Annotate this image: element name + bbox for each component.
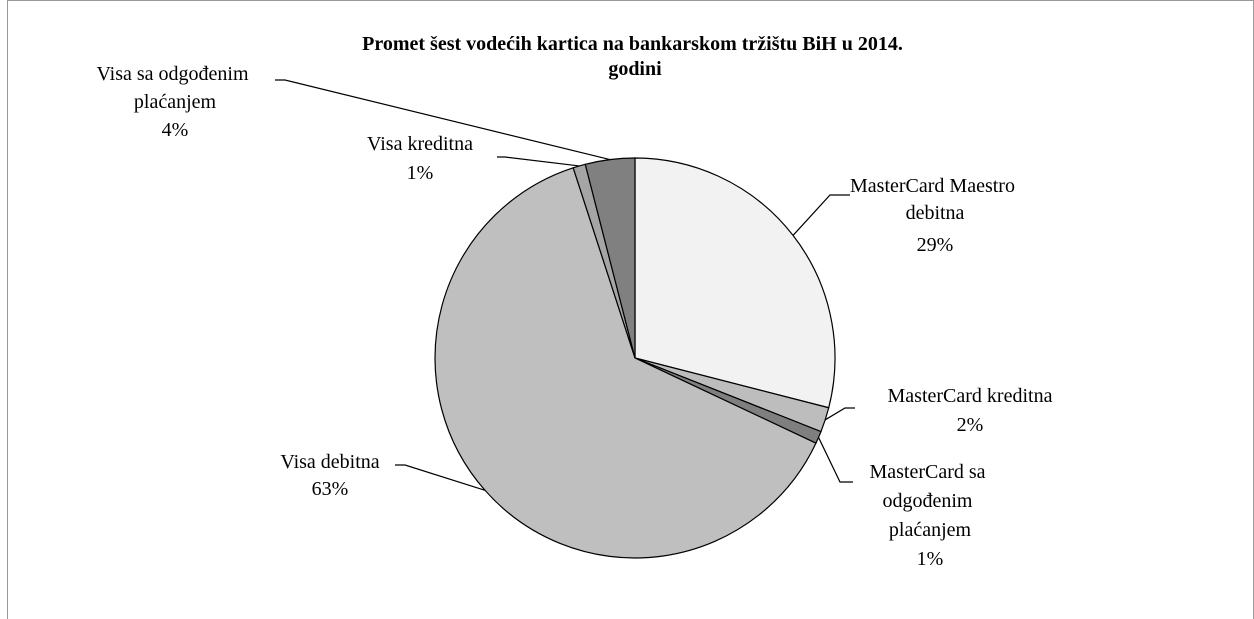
leader-line [792,194,850,236]
leader-line [497,156,580,167]
data-label-value: 1% [917,548,944,570]
chart-title: Promet šest vodećih kartica na bankarsko… [362,33,908,80]
data-label-name: MasterCard sa odgođenim plaćanjem [869,461,990,541]
leader-line [395,464,486,491]
data-label-value: 63% [312,478,349,500]
data-label-value: 29% [917,234,954,256]
data-label-name: Visa debitna [280,451,379,473]
leader-line [818,437,853,483]
leader-line [275,79,611,161]
data-label-value: 1% [407,162,434,184]
data-label-value: 2% [957,414,984,436]
data-label-name: Visa sa odgođenim plaćanjem [96,63,253,113]
data-label-name: MasterCard Maestro debitna [850,175,1020,224]
data-label-name: Visa kreditna [367,133,473,155]
data-label-value: 4% [162,119,189,141]
pie-slice [634,157,836,409]
data-label-name: MasterCard kreditna [888,385,1053,407]
leader-line [824,407,855,421]
pie-slice [584,157,636,359]
